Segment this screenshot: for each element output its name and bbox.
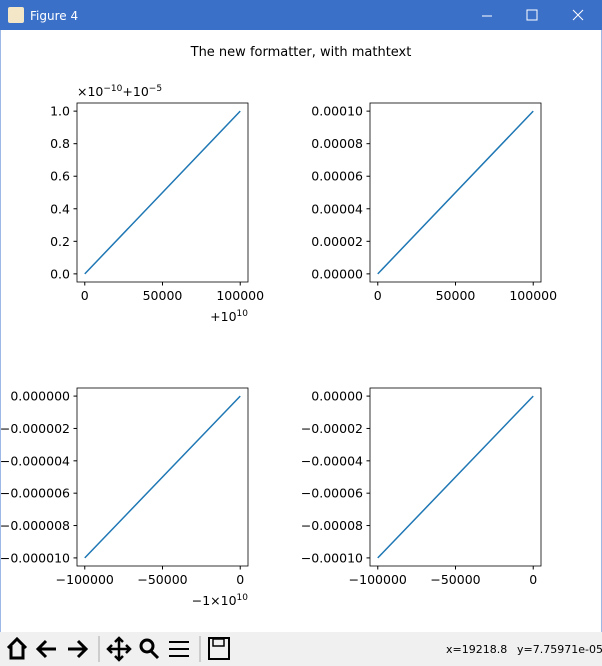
data-line <box>84 395 241 559</box>
offset-text: ×10−10+10−5 <box>77 84 162 99</box>
y-tick-label: 0.6 <box>50 169 70 184</box>
y-tick-label: 0.00000 <box>311 266 363 281</box>
y-tick-label: 0.00010 <box>311 104 363 119</box>
axes-frame <box>369 387 542 567</box>
offset-text: +1010 <box>210 309 248 324</box>
x-tick-label: 100000 <box>509 288 557 303</box>
offset-base: ×10 <box>77 84 103 99</box>
zoom-handle <box>149 649 160 660</box>
data-line <box>377 110 534 275</box>
y-tick-label: 0.4 <box>50 201 70 216</box>
configure-button[interactable] <box>169 641 189 657</box>
x-tick-label: 100000 <box>216 288 264 303</box>
y-tick-label: −0.00002 <box>301 421 363 436</box>
axes-frame <box>76 102 249 283</box>
offset-exponent: 10 <box>237 309 249 319</box>
zoom-button[interactable] <box>139 638 155 654</box>
pan-button[interactable] <box>106 636 132 662</box>
x-tick-label: 0 <box>236 572 244 587</box>
y-tick-label: −0.00010 <box>301 550 363 565</box>
x-tick-label: 0 <box>81 288 89 303</box>
offset-base: +10 <box>122 84 148 99</box>
y-tick-label: −0.00008 <box>301 518 363 533</box>
x-tick-label: 50000 <box>436 288 476 303</box>
x-tick-label: −100000 <box>56 572 114 587</box>
y-tick-label: 0.00004 <box>311 201 363 216</box>
x-tick-label: −50000 <box>137 572 187 587</box>
toolbar-buttons <box>6 636 230 662</box>
x-tick-label: −100000 <box>349 572 407 587</box>
x-tick-label: −50000 <box>430 572 480 587</box>
y-tick-label: 0.0 <box>50 266 70 281</box>
data-line <box>377 395 534 559</box>
offset-exponent: −10 <box>103 84 122 94</box>
toolbar <box>0 632 602 666</box>
title-bar <box>0 0 602 30</box>
x-tick-label: 0 <box>529 572 537 587</box>
forward-button[interactable] <box>68 639 89 659</box>
y-tick-label: −0.000008 <box>0 518 70 533</box>
back-button[interactable] <box>35 639 56 659</box>
x-tick-label: 0 <box>374 288 382 303</box>
window-title: Figure 4 <box>30 9 78 23</box>
y-tick-label: 0.00008 <box>311 136 363 151</box>
axes-frame <box>369 102 542 283</box>
offset-text: −1×1010 <box>192 593 249 608</box>
y-tick-label: 0.00000 <box>311 389 363 404</box>
y-tick-label: 0.8 <box>50 136 70 151</box>
offset-base: +10 <box>210 309 236 324</box>
maximize-button[interactable] <box>526 9 538 21</box>
offset-exponent: 10 <box>237 593 249 603</box>
y-tick-label: 1.0 <box>50 104 70 119</box>
axes-frame <box>76 387 249 567</box>
y-tick-label: −0.00006 <box>301 486 363 501</box>
close-button[interactable] <box>572 9 584 21</box>
save-button[interactable] <box>208 637 230 660</box>
offset-exponent: −5 <box>149 84 162 94</box>
y-tick-label: −0.000002 <box>0 421 70 436</box>
home-button[interactable] <box>6 636 28 660</box>
y-tick-label: 0.00002 <box>311 234 363 249</box>
y-tick-label: 0.00006 <box>311 169 363 184</box>
y-tick-label: −0.00004 <box>301 453 363 468</box>
offset-base: −1×10 <box>192 593 237 608</box>
status-x: x=19218.8 <box>446 643 507 656</box>
app-icon <box>8 7 24 23</box>
y-tick-label: −0.000006 <box>0 486 70 501</box>
y-tick-label: −0.000010 <box>0 550 70 565</box>
status-y: y=7.75971e-05 <box>517 643 602 656</box>
y-tick-label: −0.000004 <box>0 453 70 468</box>
data-line <box>84 110 241 275</box>
x-tick-label: 50000 <box>143 288 183 303</box>
figure-title: The new formatter, with mathtext <box>190 45 412 60</box>
y-tick-label: 0.2 <box>50 234 70 249</box>
save-icon-label <box>212 638 225 647</box>
y-tick-label: 0.000000 <box>10 389 70 404</box>
